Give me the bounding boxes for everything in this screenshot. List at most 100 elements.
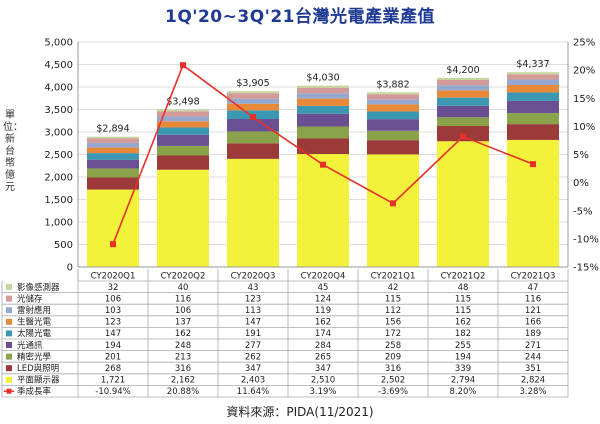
growth-point [530,161,536,168]
bar-segment [227,93,279,99]
bar-total-label: $3,498 [166,97,199,108]
legend-marker [6,388,12,394]
y-tick-label: 2,500 [44,150,73,161]
table-cell: 265 [315,352,331,362]
bar-segment [297,105,349,114]
table-cell: 47 [528,283,539,293]
bar-segment [437,77,489,80]
y-tick-label: 2,000 [44,173,73,184]
x-tick-label: CY2020Q1 [91,272,136,282]
table-cell: 1,721 [101,376,125,386]
bar-segment [227,118,279,132]
x-tick-label: CY2020Q4 [301,272,346,282]
bar-segment [87,136,139,139]
bar-segment [297,113,349,127]
bar-segment [507,72,559,75]
bar-segment [297,154,349,267]
bar-segment [227,98,279,104]
bar-segment [367,140,419,155]
bar-segment [297,87,349,94]
table-cell: 123 [105,318,121,328]
table-cell: -3.69% [378,387,408,397]
table-cell: 2,794 [451,376,475,386]
bar-segment [227,91,279,94]
bar-segment [87,168,139,178]
table-cell: 194 [105,341,121,351]
bar-segment [507,124,559,140]
table-cell: 255 [455,341,471,351]
bar-total-label: $4,030 [306,73,339,84]
bar-segment [157,145,209,156]
x-tick-label: CY2020Q2 [161,272,206,282]
bar-segment [87,153,139,160]
y-axis-label: 單位：新台幣億元 [3,110,23,193]
bar-segment [87,177,139,190]
table-cell: 284 [315,341,331,351]
bar-total-label: $2,894 [96,124,129,135]
y2-tick-label: 15% [573,94,595,105]
bar-segment [297,93,349,99]
table-cell: 339 [455,364,471,374]
bar-segment [297,98,349,106]
y-tick-label: 4,500 [44,60,73,71]
bar-total-label: $4,200 [446,65,479,76]
chart-title: 1Q'20~3Q'21台灣光電產業產值 [164,7,436,27]
table-cell: 347 [245,364,261,374]
table-cell: 48 [458,283,469,293]
bar-segment [437,85,489,91]
table-cell: 174 [315,329,331,339]
table-cell: 258 [385,341,401,351]
table-cell: 8.20% [449,387,476,397]
bar-segment [297,126,349,139]
bar-segment [507,92,559,101]
y-tick-label: 3,000 [44,128,73,139]
table-cell: 106 [175,306,191,316]
table-cell: 351 [525,364,541,374]
table-cell: 248 [175,341,191,351]
bar-segment [507,84,559,93]
bar-segment [437,117,489,127]
table-cell: 213 [175,352,191,362]
bar-segment [437,105,489,118]
y2-tick-label: -15% [573,263,599,274]
bar-segment [297,85,349,88]
bar-total-label: $4,337 [516,59,549,70]
bar-total-label: $3,882 [376,79,409,90]
legend-swatch [6,307,12,314]
legend-swatch [6,318,12,325]
bar-segment [157,111,209,117]
bar-segment [367,94,419,100]
y-tick-label: 3,500 [44,105,73,116]
legend-entry: 光通訊 [17,340,43,351]
growth-point [460,133,466,140]
y2-tick-label: -5% [573,206,592,217]
legend-entry: 生醫光電 [17,317,52,328]
legend-entry: 太陽光電 [17,328,52,339]
table-cell: 271 [525,341,541,351]
bar-segment [157,109,209,112]
growth-point [110,241,116,248]
table-cell: 103 [105,306,121,316]
table-cell: 43 [248,283,259,293]
table-cell: 123 [245,294,261,304]
table-cell: 116 [175,294,191,304]
legend-swatch [6,342,12,348]
growth-point [390,200,396,207]
table-cell: 347 [315,364,331,374]
y-tick-label: 1,000 [44,218,73,229]
table-cell: 182 [455,329,471,339]
bar-segment [367,119,419,131]
bar-segment [437,141,489,267]
y-tick-label: 1,500 [44,195,73,206]
table-cell: 115 [455,294,471,304]
table-cell: 201 [105,352,121,362]
table-cell: 277 [245,341,261,351]
table-cell: 244 [525,352,541,362]
table-cell: 172 [385,329,401,339]
bar-segment [157,134,209,146]
table-cell: 162 [455,318,471,328]
bar-segment [507,139,559,267]
y2-tick-label: 25% [573,38,595,49]
bar-segment [297,138,349,155]
